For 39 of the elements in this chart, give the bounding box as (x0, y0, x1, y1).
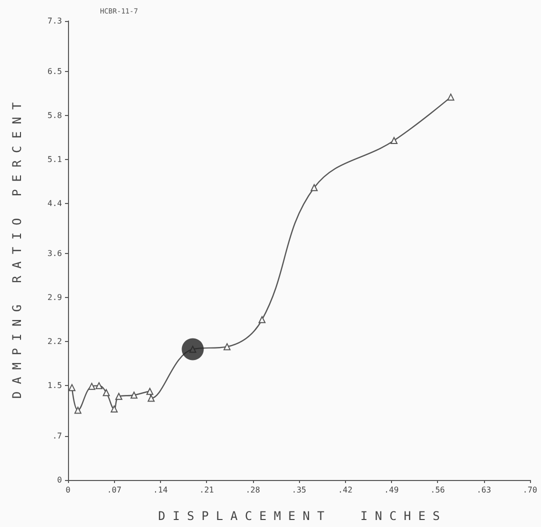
y-tick-label: 5.8 (48, 110, 62, 120)
point (96, 382, 103, 390)
x-tick-label: .70 (522, 486, 538, 494)
x-tick-label: .28 (246, 486, 260, 494)
point (146, 388, 154, 395)
x-tick-label: 0 (66, 486, 71, 494)
y-tick-label: .7 (52, 431, 62, 440)
point (102, 389, 110, 396)
x-tick-label: .07 (106, 486, 122, 494)
point (74, 406, 82, 414)
point (88, 382, 96, 390)
y-tick-label: 0 (57, 476, 62, 484)
y-tick-label: 4.4 (48, 198, 62, 208)
point (182, 338, 204, 360)
x-tick-label: .21 (199, 486, 214, 494)
x-tick-label: .14 (153, 486, 168, 494)
point (447, 94, 454, 101)
x-axis-title: D I S P L A C E M E N T I N C H E S (158, 509, 440, 523)
y-axis-title: D A M P I N G R A T I O P E R C E N T (10, 102, 24, 399)
x-tick-label: .49 (384, 486, 399, 494)
y-tick-label: 1.5 (48, 381, 62, 390)
point (115, 392, 122, 400)
x-tick-label: .56 (430, 486, 446, 494)
x-tick-label: .35 (292, 486, 306, 494)
y-tick-label: 7.3 (48, 16, 62, 26)
y-tick-label: 2.2 (48, 337, 62, 346)
point (390, 136, 398, 144)
x-tick-label: .42 (338, 486, 353, 494)
point (224, 343, 231, 350)
y-tick-label: 2.9 (48, 293, 62, 302)
y-tick-label: 3.6 (48, 249, 62, 258)
point (310, 184, 318, 192)
point (130, 392, 138, 399)
point (258, 316, 266, 324)
x-tick-label: .63 (476, 486, 492, 494)
y-tick-label: 6.5 (48, 66, 62, 76)
y-tick-label: 5.1 (48, 154, 62, 164)
point (110, 405, 118, 412)
point (148, 394, 155, 402)
